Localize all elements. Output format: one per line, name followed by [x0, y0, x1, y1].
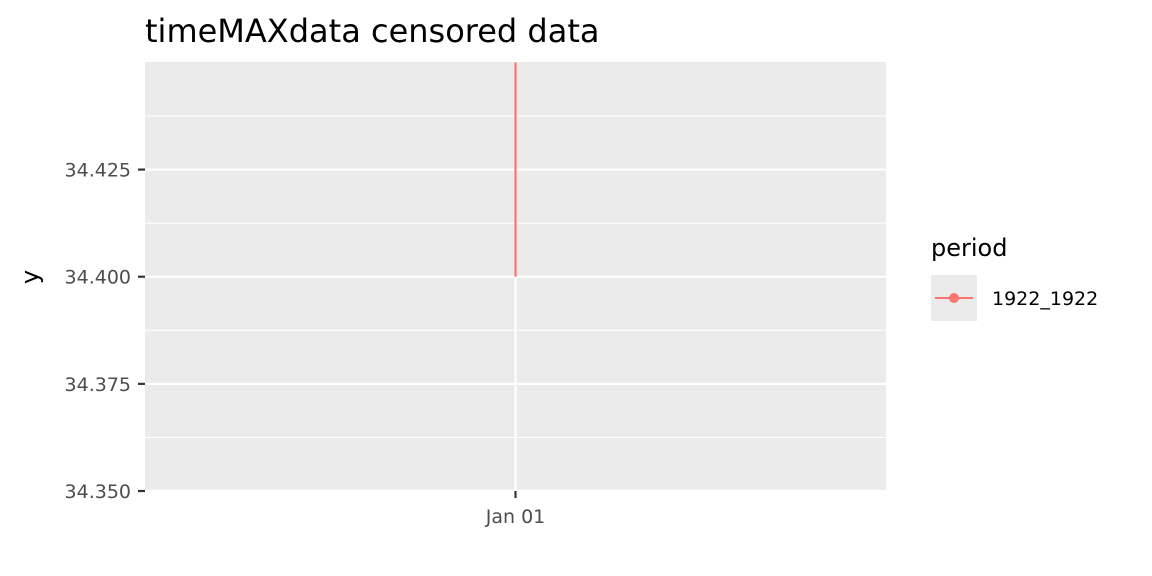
legend-key-point: [949, 293, 959, 303]
legend: period 1922_1922: [931, 234, 1098, 321]
chart-title: timeMAXdata censored data: [145, 12, 599, 50]
y-tick-label: 34.425: [65, 160, 131, 182]
y-tick-label: 34.400: [65, 267, 131, 289]
y-axis: 34.350 34.375 34.400 34.425: [65, 160, 145, 503]
x-axis: Jan 01: [485, 491, 546, 528]
legend-title: period: [931, 234, 1007, 262]
y-axis-title: y: [16, 270, 44, 284]
x-tick-label: Jan 01: [485, 506, 546, 528]
y-tick-label: 34.375: [65, 374, 131, 396]
legend-label-1922_1922: 1922_1922: [992, 288, 1098, 310]
y-tick-label: 34.350: [65, 481, 131, 503]
